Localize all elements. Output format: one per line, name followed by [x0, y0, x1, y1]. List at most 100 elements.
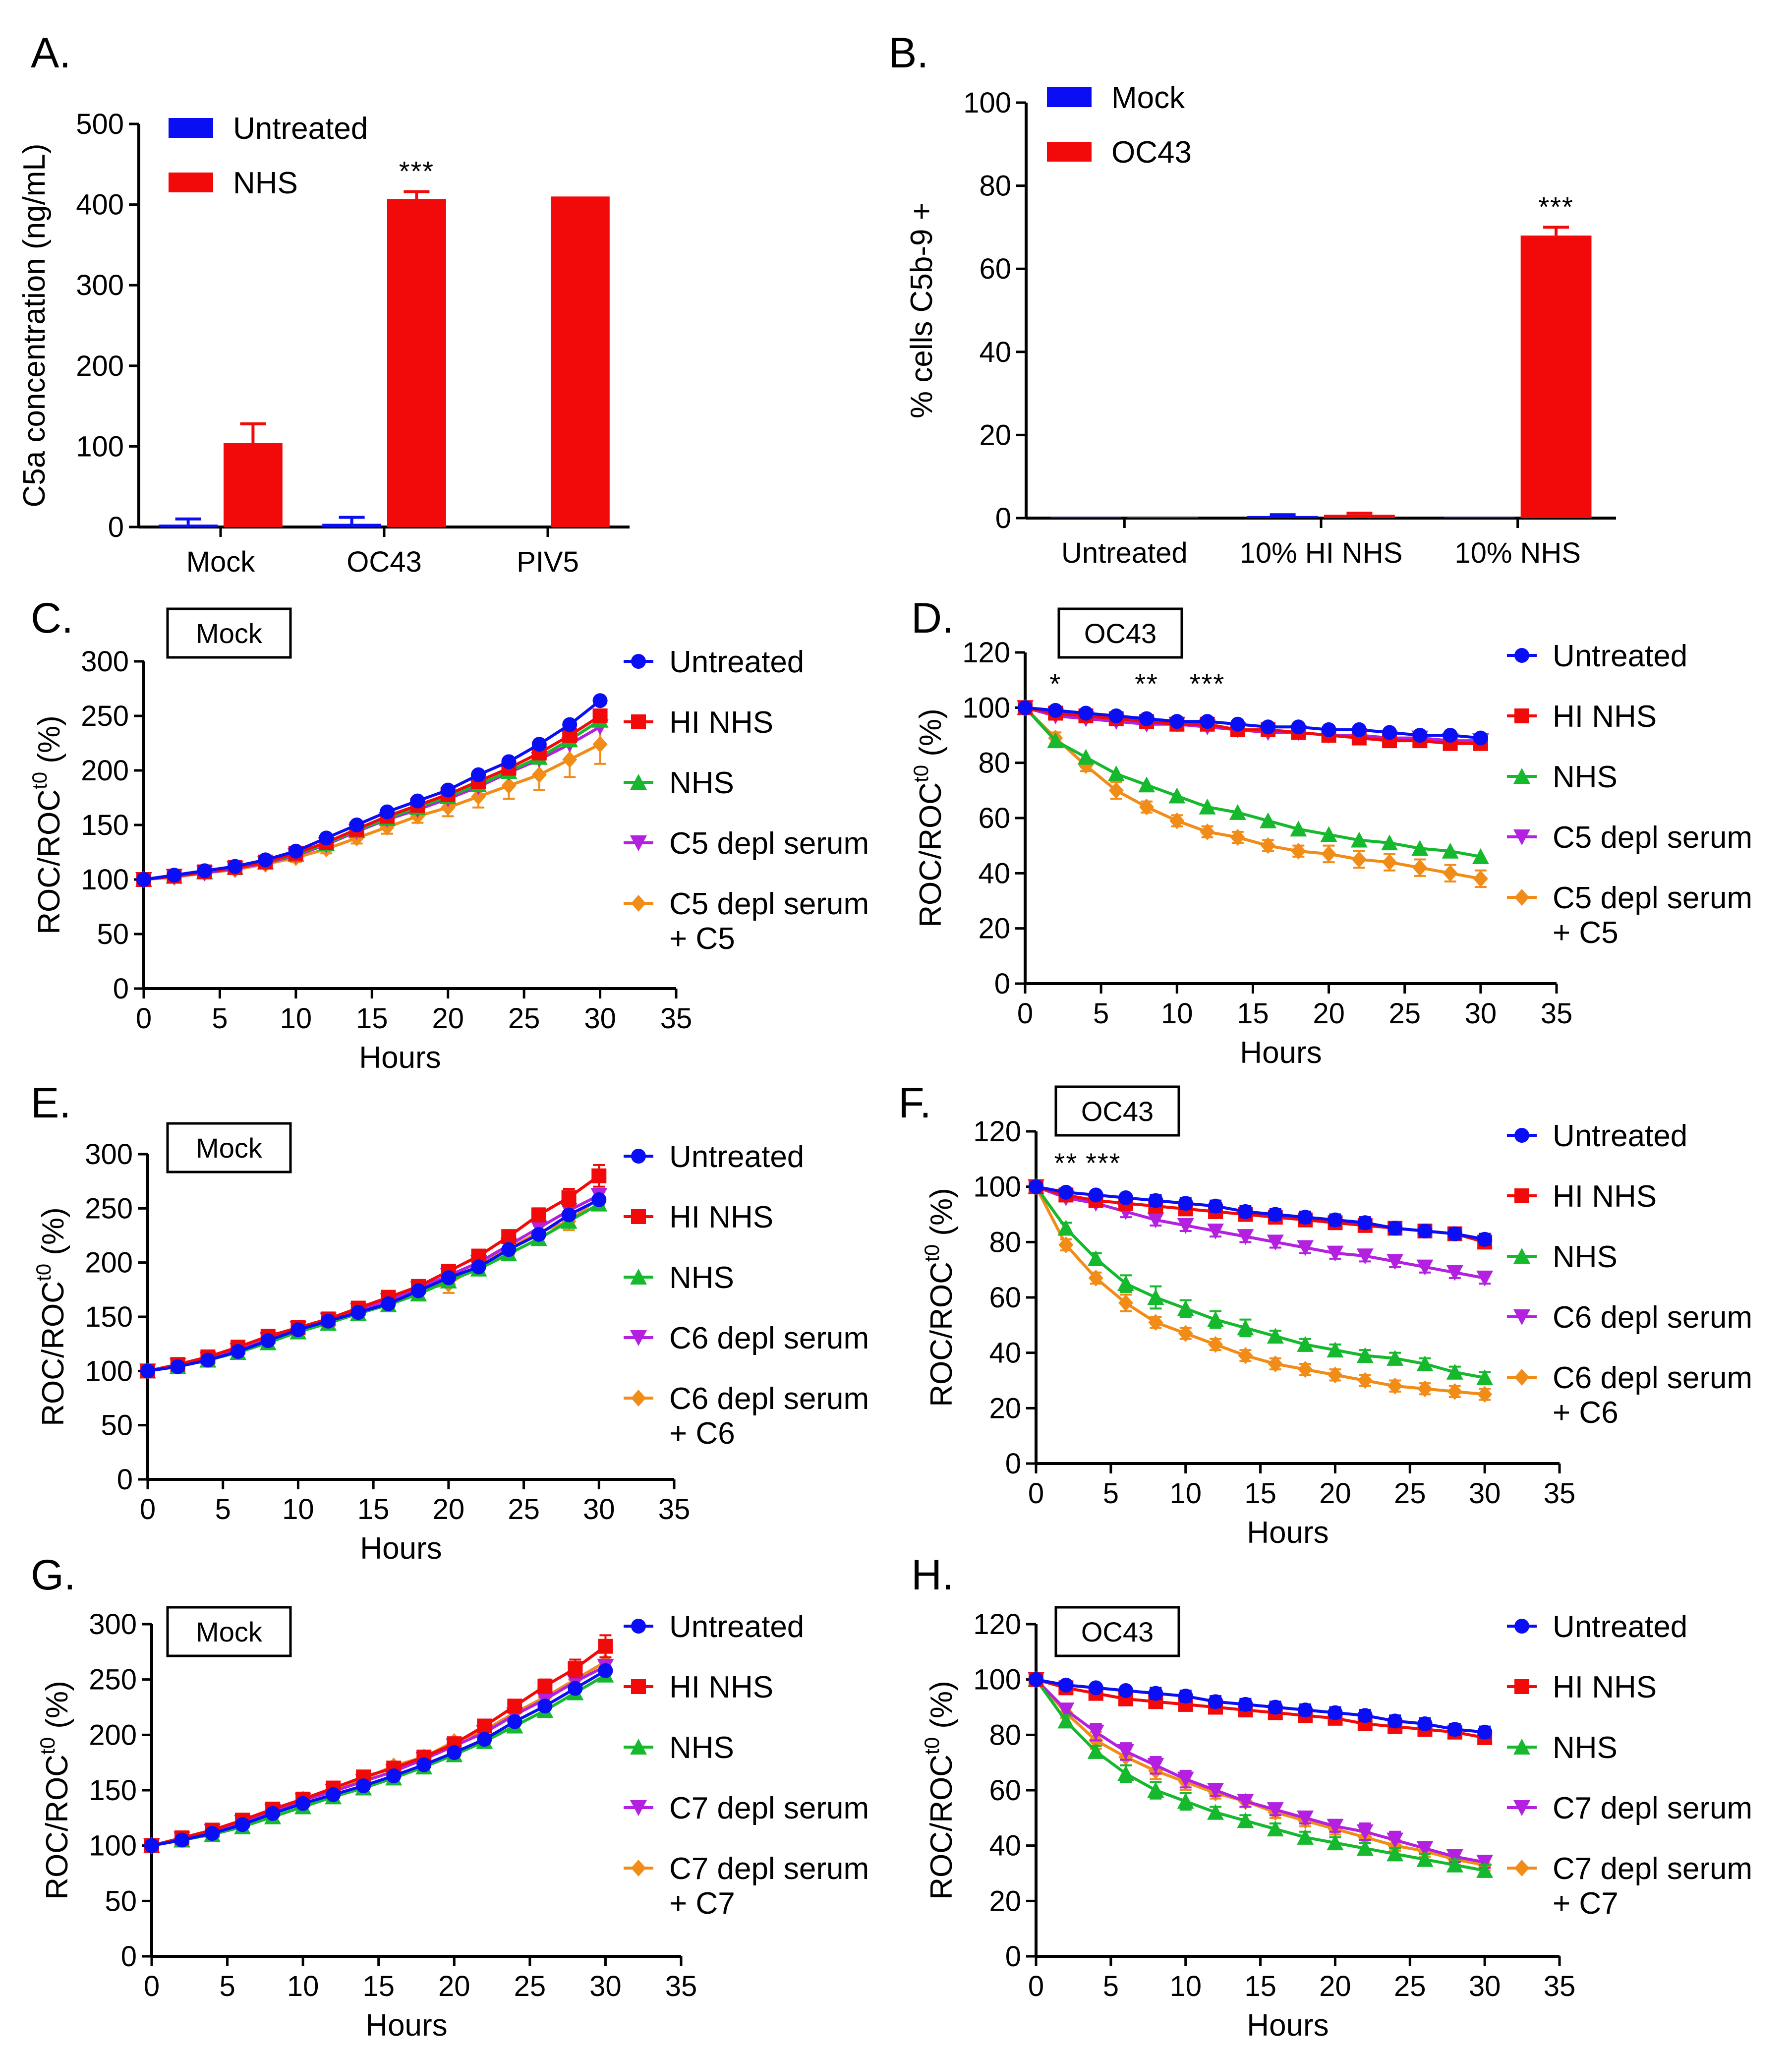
marker-circle [501, 1242, 517, 1257]
x-tick-label: Untreated [1061, 537, 1188, 569]
marker-triangle-down [1356, 1824, 1374, 1840]
marker-triangle-down [1327, 1245, 1344, 1262]
marker-circle [136, 872, 151, 887]
legend-label: Untreated [669, 1610, 804, 1644]
inset-box [166, 607, 292, 659]
y-tick-label: 100 [973, 1664, 1021, 1696]
panel-letter: G. [31, 1551, 76, 1599]
y-tick-label: 0 [121, 1940, 137, 1973]
y-axis-title-sup: t0 [28, 772, 51, 789]
marker-diamond [631, 1860, 646, 1877]
marker-circle [1417, 1716, 1433, 1731]
marker-diamond [1298, 1361, 1313, 1378]
x-tick-label: 20 [1313, 997, 1345, 1030]
x-tick-label: 35 [665, 1970, 697, 2002]
y-tick-label: 40 [989, 1337, 1021, 1369]
marker-circle [1139, 711, 1155, 726]
marker-square [631, 1679, 646, 1694]
marker-triangle-down [1513, 1800, 1530, 1816]
bar-mock [1050, 517, 1122, 518]
y-tick-label: 0 [1005, 1448, 1021, 1480]
marker-triangle [1416, 1355, 1434, 1371]
legend-swatch [169, 118, 213, 138]
marker-triangle [1476, 1369, 1494, 1385]
inset-box [166, 1606, 292, 1657]
x-tick-label: 15 [1244, 1477, 1276, 1510]
legend-label: HI NHS [669, 705, 773, 740]
legend-label: OC43 [1111, 135, 1192, 170]
marker-diamond [1443, 865, 1458, 882]
legend-label: C7 depl serum [669, 1791, 869, 1825]
marker-circle [1178, 1196, 1193, 1211]
marker-triangle-down [1147, 1758, 1164, 1774]
series-line-green [1035, 1678, 1485, 1872]
marker-circle [1261, 719, 1276, 735]
x-tick-label: 30 [1465, 997, 1497, 1030]
x-tick-label: 10% HI NHS [1240, 537, 1403, 569]
y-axis-title-main: C5a concentration (ng/mL) [17, 143, 52, 507]
y-tick-label: 100 [81, 864, 129, 896]
x-tick-label: 35 [1544, 1970, 1576, 2002]
marker-triangle-down [1327, 1818, 1344, 1835]
marker-triangle [1117, 1765, 1135, 1781]
legend-label: C6 depl serum [1553, 1361, 1752, 1395]
marker-circle [1018, 700, 1033, 715]
significance-label: ** [1135, 668, 1158, 700]
y-axis-title-sup: t0 [920, 1737, 943, 1755]
legend-label: Untreated [669, 645, 804, 679]
x-tick-label: 35 [1541, 997, 1573, 1030]
x-tick-label: 0 [1017, 997, 1033, 1030]
marker-circle [167, 868, 182, 883]
y-tick-label: 100 [962, 692, 1010, 724]
marker-circle [1268, 1207, 1283, 1222]
x-tick-label: 20 [432, 1002, 464, 1035]
y-axis-title-tail: (%) [36, 1207, 70, 1264]
marker-triangle-down [1513, 829, 1530, 845]
marker-circle [1029, 1672, 1043, 1687]
y-tick-label: 50 [105, 1885, 137, 1917]
legend-label: NHS [669, 766, 734, 800]
marker-circle [290, 1322, 306, 1338]
bar-mock [1444, 517, 1515, 518]
y-tick-label: 150 [89, 1774, 137, 1807]
y-axis-title: ROC/ROCt0 (%) [28, 715, 66, 934]
marker-square [561, 1190, 577, 1205]
marker-triangle [1147, 1782, 1164, 1798]
y-axis-title: ROC/ROCt0 (%) [920, 1188, 959, 1407]
marker-circle [381, 1296, 396, 1311]
marker-circle [197, 863, 212, 879]
marker-triangle-down [1387, 1832, 1404, 1849]
series-line-blue [143, 699, 601, 881]
marker-square [631, 714, 646, 729]
panel-h: H. 0 20 40 60 80 100 120 ROC/ROCt0 (%) 0 5 10 15 20 25… [911, 1551, 1752, 2043]
x-tick-label: 30 [589, 1970, 622, 2002]
marker-circle [1169, 714, 1185, 729]
significance-label: *** [399, 156, 434, 187]
marker-triangle-down [1117, 1744, 1135, 1760]
marker-circle [1291, 719, 1306, 735]
series-line-green [147, 1202, 600, 1373]
marker-circle [591, 1192, 607, 1207]
marker-circle [1230, 716, 1245, 732]
marker-triangle-down [1207, 1783, 1224, 1799]
marker-triangle [1297, 1828, 1314, 1845]
marker-square [1514, 1188, 1529, 1203]
marker-circle [531, 737, 547, 752]
marker-diamond [1230, 828, 1245, 846]
marker-diamond [1382, 854, 1397, 871]
marker-diamond [1357, 1372, 1373, 1389]
marker-circle [1298, 1702, 1313, 1718]
y-tick-label: 120 [962, 637, 1010, 669]
series-line-red [1025, 706, 1481, 745]
y-tick-label: 0 [108, 511, 124, 543]
marker-circle [1029, 1179, 1043, 1194]
legend-label: C7 depl serum [669, 1852, 869, 1886]
marker-circle [568, 1681, 583, 1696]
marker-diamond [1447, 1383, 1462, 1400]
x-tick-label: 30 [1469, 1970, 1501, 2002]
marker-circle [1200, 714, 1215, 729]
marker-circle [447, 1745, 462, 1760]
series-line-blue [147, 1198, 600, 1373]
inset-label: OC43 [1081, 1096, 1154, 1127]
marker-square [568, 1661, 583, 1676]
